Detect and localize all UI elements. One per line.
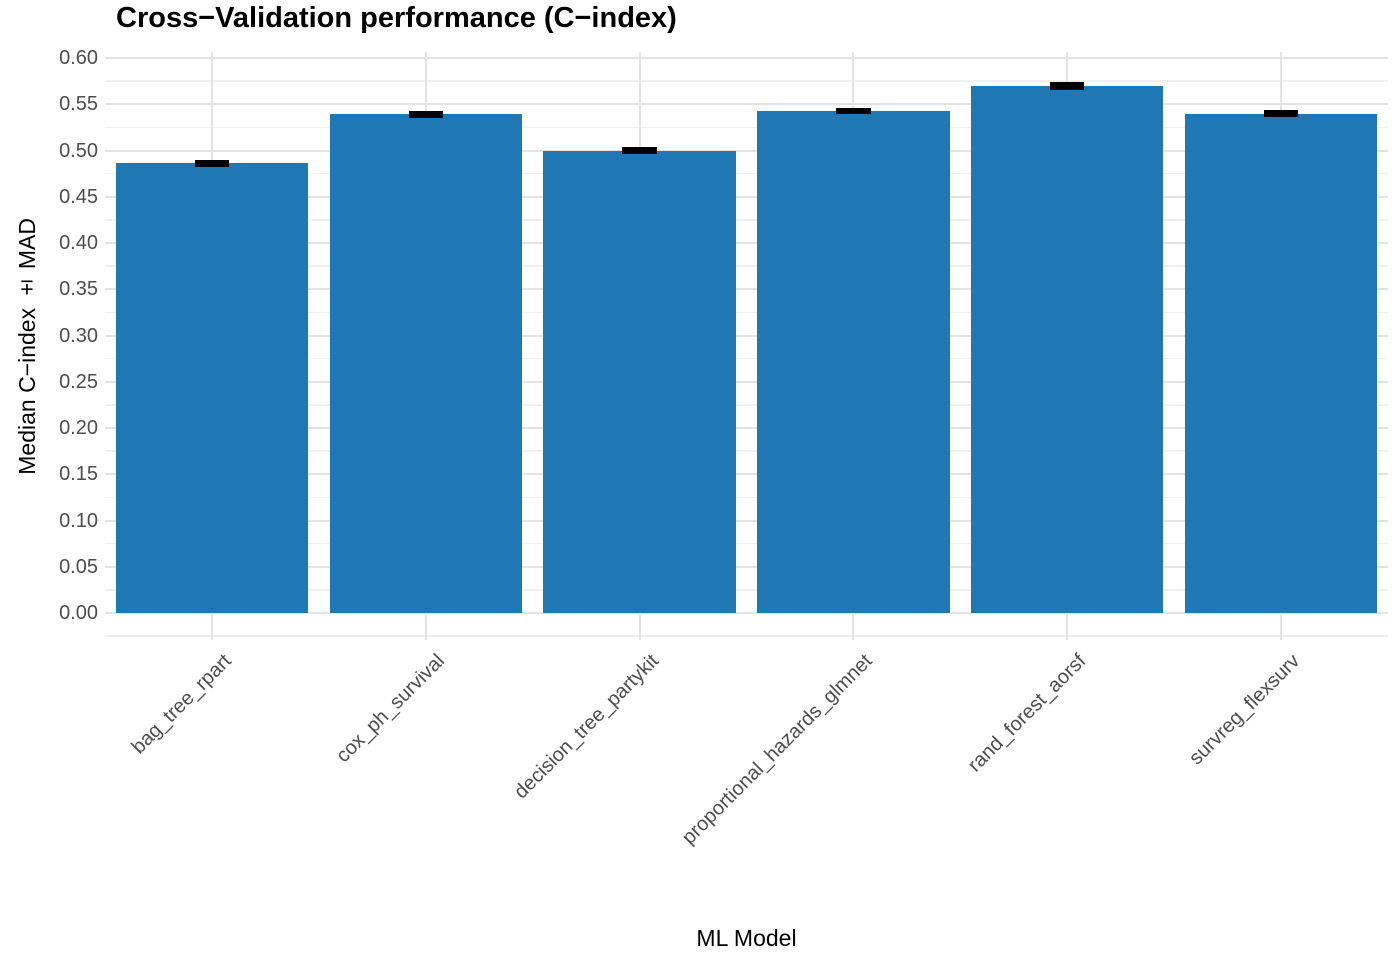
plot-panel: [105, 52, 1388, 640]
bar-rand_forest_aorsf: [971, 85, 1164, 613]
gridline-minor-y: [105, 172, 1388, 175]
gridline-minor-y: [105, 357, 1388, 360]
ytick-label: 0.25: [59, 370, 98, 393]
gridline-major-y: [105, 103, 1388, 106]
gridline-major-y: [105, 380, 1388, 383]
ytick-label: 0.10: [59, 509, 98, 532]
xtick-label-cox_ph_survival: cox_ph_survival: [332, 650, 450, 767]
gridline-minor-y: [105, 219, 1388, 221]
gridline-minor-y: [105, 496, 1388, 499]
ytick-label: 0.55: [59, 93, 98, 116]
gridline-major-y: [105, 242, 1388, 244]
ytick-label: 0.45: [59, 185, 98, 208]
bar-survreg_flexsurv: [1184, 113, 1378, 613]
gridline-major-y: [105, 612, 1388, 614]
gridline-minor-y: [105, 311, 1388, 314]
chart-title: Cross−Validation performance (C−index): [116, 2, 677, 34]
ytick-label: 0.15: [59, 463, 98, 486]
ytick-label: 0.50: [59, 139, 98, 162]
ytick-label: 0.60: [59, 47, 98, 69]
ytick-label: 0.05: [59, 555, 98, 578]
gridline-major-y: [105, 473, 1388, 476]
xtick-label-bag_tree_rpart: bag_tree_rpart: [127, 650, 236, 759]
error-bar-bag_tree_rpart: [194, 160, 229, 167]
ytick-label: 0.30: [59, 324, 98, 347]
xtick-label-survreg_flexsurv: survreg_flexsurv: [1185, 650, 1305, 770]
ytick-label: 0.40: [59, 232, 98, 254]
gridline-major-y: [105, 565, 1388, 568]
xtick-label-decision_tree_partykit: decision_tree_partykit: [510, 650, 664, 804]
gridline-minor-y: [105, 80, 1388, 82]
gridline-major-y: [105, 427, 1388, 429]
y-axis-tick-labels: 0.00 0.05 0.10 0.15 0.20 0.25 0.30 0.35 0.40 0.45…: [0, 0, 98, 660]
gridline-major-y: [105, 334, 1388, 337]
ytick-label: 0.20: [59, 417, 98, 439]
gridline-major-y: [105, 519, 1388, 522]
gridline-minor-y: [105, 404, 1388, 406]
bar-proportional_hazards_glmnet: [757, 110, 950, 613]
xtick-label-rand_forest_aorsf: rand_forest_aorsf: [964, 650, 1091, 777]
gridline-minor-y: [105, 265, 1388, 267]
xtick-label-proportional_hazards_glmnet: proportional_hazards_glmnet: [678, 650, 877, 849]
bar-bag_tree_rpart: [115, 163, 309, 613]
x-axis-title: ML Model: [696, 925, 797, 951]
error-bar-cox_ph_survival: [408, 111, 443, 118]
gridline-minor-y: [105, 542, 1388, 545]
gridline-minor-y: [105, 450, 1388, 452]
gridline-minor-y: [105, 126, 1388, 129]
ytick-label: 0.35: [59, 278, 98, 301]
error-bar-survreg_flexsurv: [1263, 110, 1299, 117]
gridline-minor-y: [105, 635, 1388, 637]
ytick-label: 0.00: [59, 602, 98, 624]
bar-cox_ph_survival: [329, 114, 522, 613]
gridline-major-y: [105, 288, 1388, 291]
error-bar-proportional_hazards_glmnet: [836, 107, 871, 114]
bar-decision_tree_partykit: [543, 150, 736, 613]
gridline-major-y: [105, 195, 1388, 198]
gridline-minor-y: [105, 589, 1388, 591]
error-bar-rand_forest_aorsf: [1050, 81, 1085, 90]
error-bar-decision_tree_partykit: [622, 147, 657, 154]
gridline-major-y: [105, 57, 1388, 59]
gridline-major-y: [105, 149, 1388, 152]
